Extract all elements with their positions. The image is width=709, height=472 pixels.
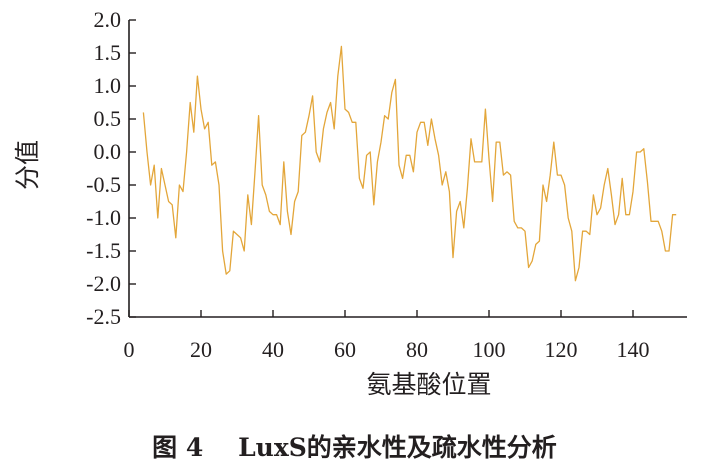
- series-layer: [142, 45, 677, 282]
- y-axis-title: 分值: [13, 140, 42, 190]
- x-tick-label: 0: [124, 337, 135, 362]
- x-tick-label: 60: [334, 337, 356, 362]
- hydropathy-chart: 2.0 1.5 1.0 0.5 0.0 -0.5 -1.0 -1.5 -2.0 -2.5 0 20 4…: [13, 7, 687, 399]
- y-tick-label: -2.0: [86, 271, 121, 296]
- y-tick-label: -1.0: [86, 205, 121, 230]
- x-tick-label: 140: [617, 337, 650, 362]
- x-tick-label: 40: [262, 337, 284, 362]
- x-axis: 0 20 40 60 80 100 120 140: [124, 310, 687, 362]
- y-tick-label: 1.0: [94, 73, 122, 98]
- y-tick-label: -1.5: [86, 238, 121, 263]
- figure-caption: 图 4 LuxS的亲水性及疏水性分析: [152, 433, 557, 462]
- x-tick-label: 100: [473, 337, 506, 362]
- x-tick-label: 80: [406, 337, 428, 362]
- x-tick-label: 20: [190, 337, 212, 362]
- y-tick-label: 0.5: [94, 106, 122, 131]
- y-tick-label: 0.0: [94, 139, 122, 164]
- y-tick-label: -2.5: [86, 304, 121, 329]
- y-tick-label: 2.0: [94, 7, 122, 32]
- series-line: [142, 45, 677, 282]
- x-axis-title: 氨基酸位置: [366, 370, 491, 399]
- y-tick-label: 1.5: [94, 40, 122, 65]
- y-tick-label: -0.5: [86, 172, 121, 197]
- y-axis: 2.0 1.5 1.0 0.5 0.0 -0.5 -1.0 -1.5 -2.0 -2.5: [86, 7, 136, 329]
- x-tick-label: 120: [545, 337, 578, 362]
